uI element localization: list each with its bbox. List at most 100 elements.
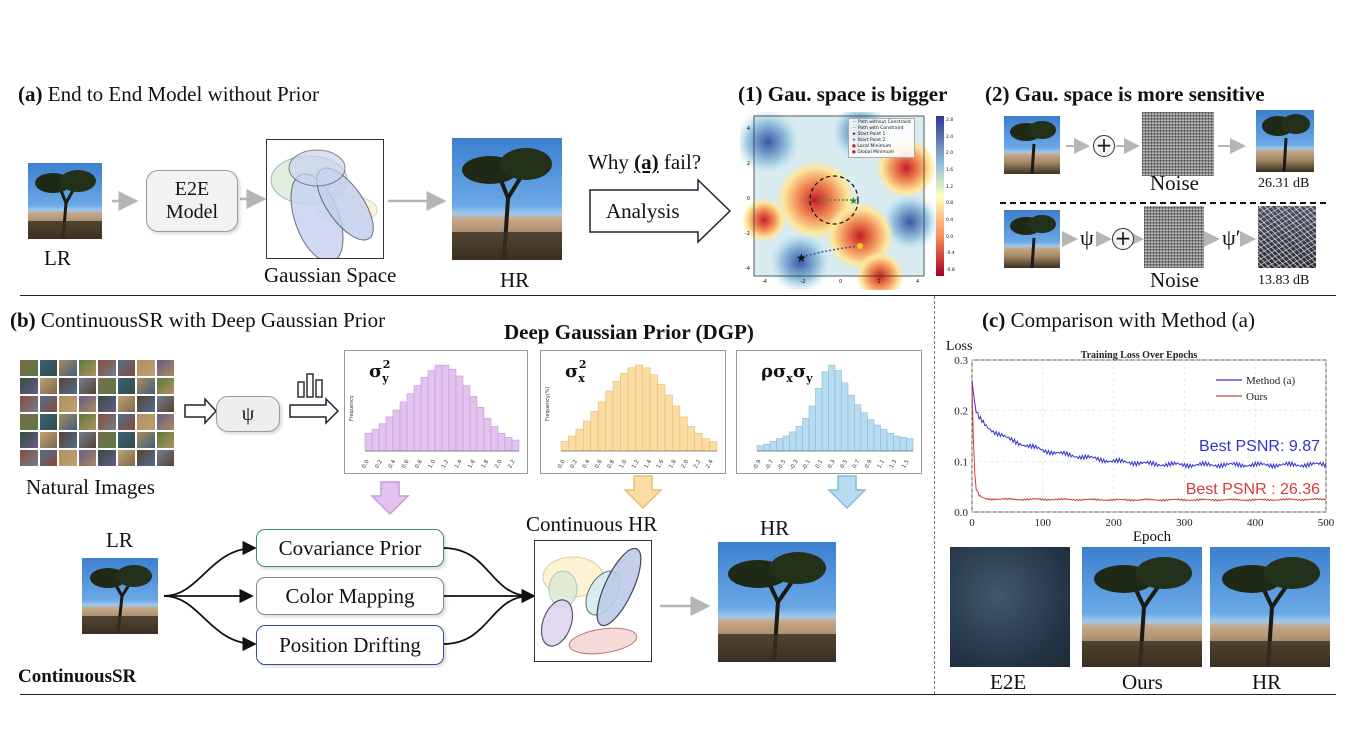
hist-x-tick: 1.1 (876, 459, 886, 470)
histogram-bar (582, 420, 592, 452)
sens-output-1 (1256, 110, 1314, 172)
landscape-legend: — Path without Constraint — Path with Con… (848, 118, 915, 158)
hist-x-tick: -0.7 (765, 459, 776, 472)
hist-x-tick: 1.0 (619, 459, 629, 470)
histogram-bar (867, 419, 875, 452)
gaussian-space-label: Gaussian Space (264, 263, 397, 287)
histogram-bar (420, 377, 429, 452)
hist-x-tick: 0.4 (582, 459, 592, 470)
histogram-bar (899, 437, 907, 452)
hist-x-tick: -0.9 (752, 459, 763, 472)
histogram-bar (427, 370, 436, 452)
histogram-bar (642, 367, 651, 452)
hist-x-tick: -0.5 (777, 459, 788, 472)
score-1: 26.31 dB (1258, 176, 1310, 191)
hist-x-tick: 0.4 (388, 459, 398, 470)
histogram-bar (679, 416, 688, 452)
histogram-bar (560, 441, 569, 452)
x-tick: -4 (762, 279, 767, 285)
histogram-bar (694, 432, 703, 452)
legend-item: ● Global Minimum (852, 150, 894, 155)
natural-image-thumb (39, 432, 57, 448)
lr-image-a (28, 163, 102, 239)
section-c-title: (c) Comparison with Method (a) (982, 308, 1255, 332)
continuous-hr-label: Continuous HR (526, 512, 658, 536)
histogram-bar (392, 409, 401, 452)
natural-image-thumb (117, 432, 135, 448)
histogram-bar (371, 428, 380, 452)
natural-image-thumb (78, 432, 96, 448)
hist-x-tick: 0.1 (815, 459, 825, 470)
histogram-bar (399, 401, 408, 452)
natural-image-thumb (98, 396, 116, 412)
natural-image-thumb (156, 378, 174, 394)
hist-x-tick: 0.2 (569, 459, 579, 470)
psi-symbol-2: ψ (1080, 225, 1094, 250)
hist-x-tick: 2.4 (705, 459, 715, 470)
hist-x-tick: 2.0 (680, 459, 690, 470)
hist-symbol: ρσxσy (761, 361, 813, 385)
series-line-ours (971, 384, 1327, 502)
plot-area (971, 359, 1327, 513)
psi-prime-symbol: ψ′ (1222, 225, 1241, 250)
y-tick-label: 0.0 (954, 507, 968, 519)
svg-text:★: ★ (849, 196, 858, 207)
natural-image-thumb (137, 432, 155, 448)
hist-x-tick: 1.8 (481, 459, 491, 470)
histogram-bar (821, 371, 829, 452)
natural-image-thumb (39, 414, 57, 430)
section-a-prefix: (a) (18, 82, 43, 106)
histogram-bar (854, 404, 862, 452)
vertical-divider (934, 296, 935, 694)
natural-image-thumb (98, 360, 116, 376)
histogram-bar (886, 432, 894, 452)
continuous-hr-gaussians (534, 540, 652, 662)
y-tick: 2 (746, 161, 750, 167)
hr-image-a (452, 138, 562, 260)
legend-label: Ours (1246, 391, 1267, 403)
histogram-bar (701, 438, 710, 452)
histogram-bar (686, 426, 696, 452)
x-tick: 0 (839, 279, 843, 285)
y-tick-label: 0.3 (954, 355, 968, 367)
colorbar-tick: 2.4 (946, 134, 954, 140)
histogram-bar (448, 368, 457, 452)
histogram-bar (672, 405, 681, 452)
hist-rho: -0.9 -0.7 -0.5 -0.3 -0.1 0.1 0.3 0.5 0.7 0.9 1.1 1.… (736, 350, 922, 474)
section-b-title: (b) ContinuousSR with Deep Gaussian Prio… (10, 308, 386, 332)
analysis-label: Analysis (606, 199, 680, 223)
natural-images-label: Natural Images (26, 475, 155, 499)
continuoussr-label: ContinuousSR (18, 666, 137, 687)
add-noise-icon-1: + (1093, 135, 1115, 157)
x-tick-label: 400 (1247, 517, 1264, 529)
natural-image-thumb (59, 360, 77, 376)
sens-input-2 (1004, 210, 1060, 268)
hr-label-b: HR (760, 516, 790, 540)
hist-x-tick: 0.5 (839, 459, 849, 470)
hist-x-tick: 1.4 (454, 459, 464, 470)
natural-image-thumb (117, 360, 135, 376)
natural-image-thumb (156, 360, 174, 376)
histogram-bar (385, 416, 394, 452)
legend-item: — Path with Constraint (852, 126, 904, 131)
lr-label-a: LR (44, 246, 71, 270)
natural-image-thumb (117, 378, 135, 394)
section-a-title: (a) End to End Model without Prior (18, 82, 319, 107)
natural-image-thumb (59, 396, 77, 412)
histogram-bar (893, 435, 901, 452)
hist-x-tick: 1.2 (441, 459, 451, 470)
colorbar-tick: 0.4 (946, 218, 954, 223)
natural-image-thumb (59, 414, 77, 430)
natural-image-thumb (156, 414, 174, 430)
histogram-bar (789, 431, 797, 452)
histogram-bar (802, 417, 810, 452)
colorbar-tick: -0.4 (946, 251, 955, 257)
colorbar-tick: 0.8 (946, 201, 954, 207)
hist-x-tick: 1.2 (631, 459, 641, 470)
legend-item: ★ Start Point 1 (852, 132, 886, 137)
histogram-bar (795, 426, 803, 452)
natural-image-thumb (137, 396, 155, 412)
noise-label-1: Noise (1150, 171, 1199, 195)
y-tick: 0 (746, 196, 750, 202)
natural-image-thumb (20, 414, 38, 430)
